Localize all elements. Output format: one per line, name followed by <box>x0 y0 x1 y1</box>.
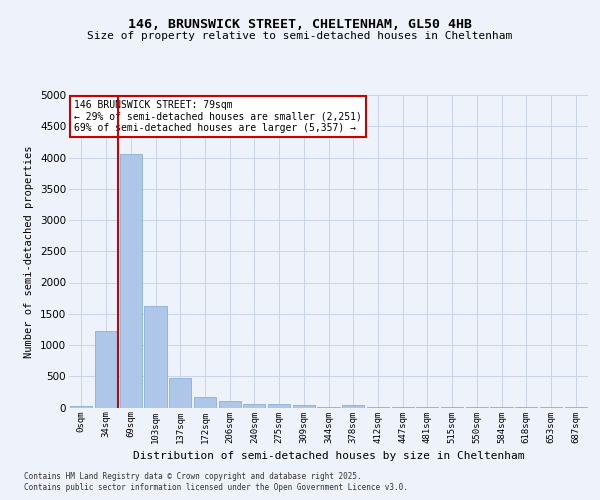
Y-axis label: Number of semi-detached properties: Number of semi-detached properties <box>25 145 34 358</box>
Bar <box>95 331 117 407</box>
Bar <box>243 404 265 407</box>
Bar <box>268 404 290 407</box>
Bar <box>342 405 364 407</box>
Bar <box>194 396 216 407</box>
Bar <box>70 406 92 407</box>
Text: 146 BRUNSWICK STREET: 79sqm
← 29% of semi-detached houses are smaller (2,251)
69: 146 BRUNSWICK STREET: 79sqm ← 29% of sem… <box>74 100 362 133</box>
Bar <box>169 378 191 408</box>
Bar <box>119 154 142 408</box>
Text: Contains public sector information licensed under the Open Government Licence v3: Contains public sector information licen… <box>24 484 408 492</box>
Text: Contains HM Land Registry data © Crown copyright and database right 2025.: Contains HM Land Registry data © Crown c… <box>24 472 362 481</box>
X-axis label: Distribution of semi-detached houses by size in Cheltenham: Distribution of semi-detached houses by … <box>133 451 524 461</box>
Bar <box>293 406 315 407</box>
Text: 146, BRUNSWICK STREET, CHELTENHAM, GL50 4HB: 146, BRUNSWICK STREET, CHELTENHAM, GL50 … <box>128 18 472 30</box>
Bar <box>145 306 167 408</box>
Text: Size of property relative to semi-detached houses in Cheltenham: Size of property relative to semi-detach… <box>88 31 512 41</box>
Bar <box>218 400 241 407</box>
